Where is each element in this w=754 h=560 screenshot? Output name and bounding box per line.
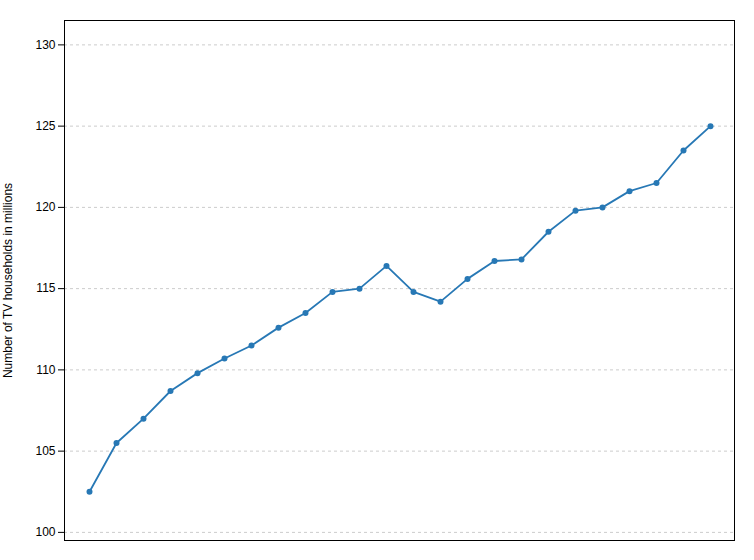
svg-text:105: 105	[35, 444, 55, 458]
svg-text:Number of TV households in mil: Number of TV households in millions	[1, 183, 15, 378]
svg-text:120: 120	[35, 200, 55, 214]
svg-text:115: 115	[36, 281, 55, 295]
svg-text:130: 130	[35, 38, 55, 52]
svg-text:125: 125	[35, 119, 55, 133]
svg-text:110: 110	[36, 363, 55, 377]
svg-text:100: 100	[35, 525, 55, 539]
